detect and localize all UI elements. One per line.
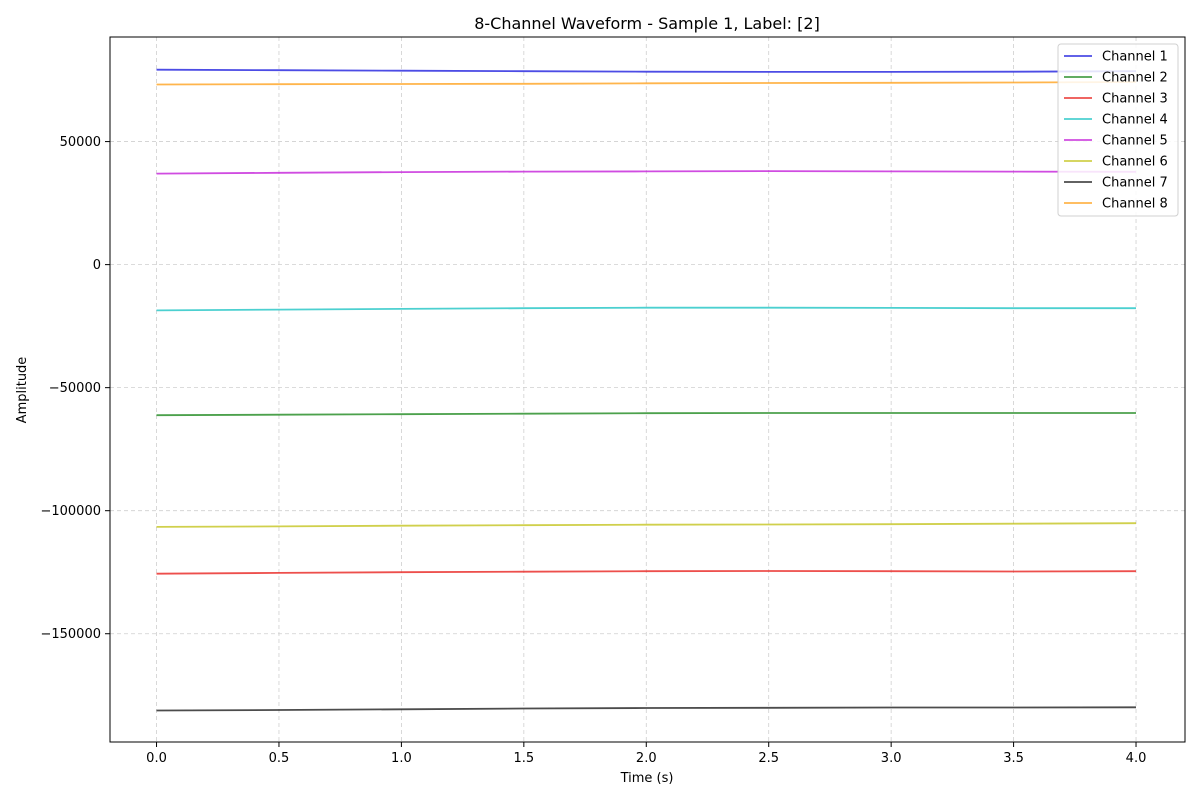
legend-label: Channel 8 — [1102, 197, 1168, 212]
x-tick-label: 3.0 — [881, 751, 902, 766]
y-ticks: −150000 −100000 −50000 0 50000 — [40, 135, 110, 642]
legend-label: Channel 1 — [1102, 50, 1168, 65]
y-tick-label: −100000 — [40, 504, 101, 519]
y-tick-label: −150000 — [40, 627, 101, 642]
legend-label: Channel 3 — [1102, 92, 1168, 107]
x-tick-label: 0.5 — [269, 751, 290, 766]
series-lines — [156, 68, 1137, 712]
x-tick-label: 3.5 — [1003, 751, 1024, 766]
legend-label: Channel 5 — [1102, 134, 1168, 149]
x-ticks: 0.0 0.5 1.0 1.5 2.0 2.5 3.0 3.5 4.0 — [146, 742, 1146, 766]
y-axis-title: Amplitude — [15, 357, 30, 424]
legend-label: Channel 7 — [1102, 176, 1168, 191]
x-tick-label: 4.0 — [1126, 751, 1147, 766]
x-tick-label: 1.5 — [513, 751, 534, 766]
y-tick-label: 0 — [93, 258, 101, 273]
legend-label: Channel 4 — [1102, 113, 1168, 128]
x-axis-title: Time (s) — [620, 771, 674, 786]
grid — [110, 37, 1185, 742]
y-tick-label: 50000 — [60, 135, 101, 150]
series-line-channel-7 — [156, 706, 1137, 712]
series-line-channel-6 — [156, 522, 1137, 528]
chart-title: 8-Channel Waveform - Sample 1, Label: [2… — [474, 14, 820, 33]
series-line-channel-5 — [156, 170, 1137, 175]
series-line-channel-8 — [156, 81, 1137, 86]
series-line-channel-3 — [156, 570, 1137, 575]
series-line-channel-1 — [156, 68, 1137, 73]
x-tick-label: 2.5 — [758, 751, 779, 766]
legend-label: Channel 6 — [1102, 155, 1168, 170]
x-tick-label: 2.0 — [636, 751, 657, 766]
series-line-channel-4 — [156, 306, 1136, 312]
x-tick-label: 1.0 — [391, 751, 412, 766]
plot-frame — [109, 36, 1186, 743]
y-tick-label: −50000 — [49, 381, 101, 396]
legend-label: Channel 2 — [1102, 71, 1168, 86]
legend: Channel 1 Channel 2 Channel 3 Channel 4 Chan… — [1057, 43, 1179, 217]
x-tick-label: 0.0 — [146, 751, 167, 766]
series-line-channel-2 — [156, 412, 1136, 417]
legend-box — [1057, 43, 1179, 217]
